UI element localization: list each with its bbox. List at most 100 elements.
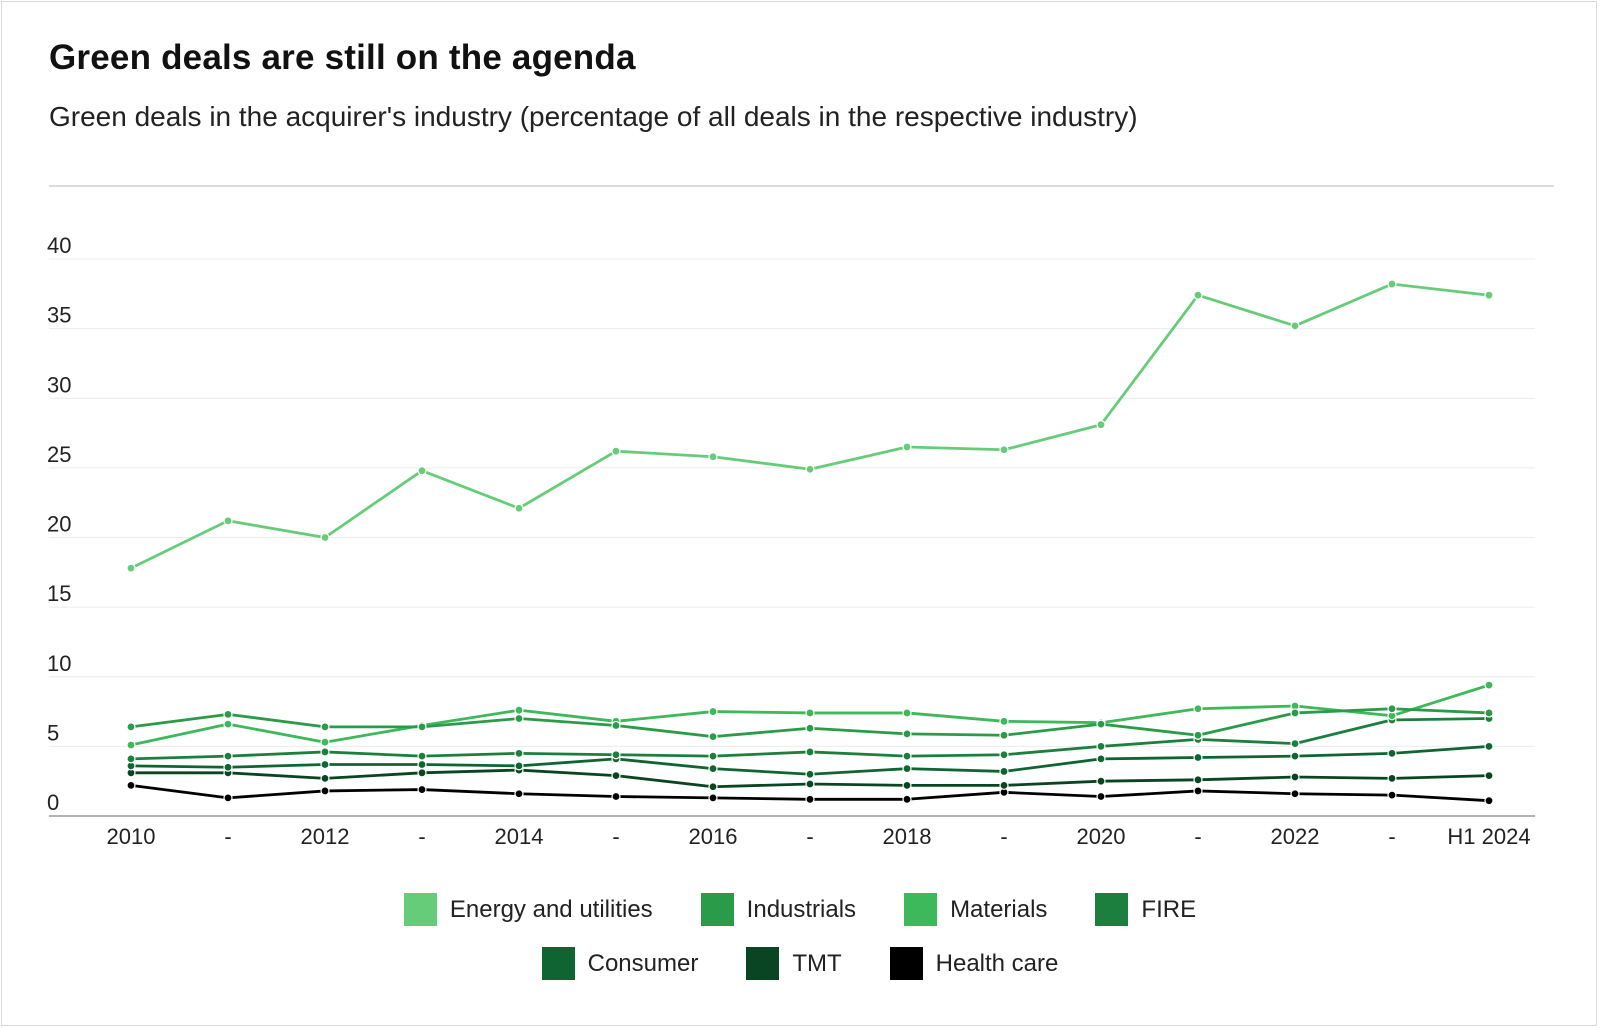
data-point-tmt (1290, 772, 1300, 782)
data-point-industrials (611, 720, 621, 731)
legend-item-tmt: TMT (746, 947, 842, 980)
x-tick-label: 2018 (883, 824, 932, 849)
data-point-fire (902, 751, 912, 761)
data-point-tmt (417, 768, 427, 778)
data-point-consumer (805, 769, 815, 779)
data-point-industrials (320, 722, 330, 732)
data-point-tmt (320, 773, 330, 784)
x-tick-label: - (806, 824, 813, 849)
chart-title: Green deals are still on the agenda (49, 38, 636, 77)
legend-item-materials: Materials (904, 893, 1047, 926)
legend-swatch (403, 893, 437, 926)
x-tick-label: 2010 (107, 824, 156, 849)
data-point-health-care (1484, 796, 1494, 806)
data-point-consumer (223, 762, 233, 772)
data-point-fire (223, 751, 233, 761)
series-energy-and-utilities (126, 279, 1494, 573)
data-point-industrials (708, 732, 718, 742)
y-tick-label: 15 (47, 581, 71, 606)
data-point-materials (708, 706, 718, 717)
data-point-industrials (1290, 708, 1300, 718)
series-fire (126, 713, 1494, 764)
legend-label: Health care (935, 949, 1059, 977)
y-tick-label: 0 (47, 790, 59, 815)
data-point-materials (805, 708, 815, 718)
legend-label: Consumer (587, 949, 699, 977)
x-tick-label: 2022 (1271, 824, 1320, 849)
data-point-health-care (1387, 790, 1397, 800)
legend-swatch (889, 947, 923, 980)
data-point-industrials (1096, 719, 1106, 729)
data-point-health-care (1290, 789, 1300, 799)
data-point-tmt (611, 771, 621, 781)
data-point-tmt (1484, 771, 1494, 781)
data-point-health-care (805, 794, 815, 804)
data-point-health-care (611, 791, 621, 802)
data-point-energy-and-utilities (417, 466, 427, 476)
data-point-consumer (1387, 748, 1397, 758)
data-point-materials (1193, 704, 1203, 714)
data-point-consumer (1290, 751, 1300, 761)
x-tick-label: - (418, 824, 425, 849)
legend-swatch (904, 893, 938, 926)
series-line-energy-and-utilities (130, 282, 1490, 570)
y-tick-label: 20 (47, 512, 71, 537)
data-point-energy-and-utilities (126, 563, 136, 573)
data-point-consumer (1193, 752, 1203, 763)
data-point-tmt (902, 780, 912, 790)
data-point-energy-and-utilities (611, 446, 621, 456)
x-tick-label: 2014 (495, 824, 544, 849)
data-point-industrials (514, 713, 524, 724)
legend-row-2: Consumer TMT Health care (0, 947, 1600, 980)
y-axis-ticks: 40 35 30 25 20 15 10 5 0 (47, 233, 71, 815)
data-point-consumer (902, 764, 912, 774)
data-point-consumer (320, 759, 330, 770)
data-point-health-care (1193, 786, 1203, 796)
data-point-energy-and-utilities (902, 442, 912, 452)
x-tick-label: 2016 (689, 824, 738, 849)
data-point-tmt (1193, 775, 1203, 785)
data-point-industrials (902, 729, 912, 739)
data-point-materials (514, 705, 524, 715)
data-point-tmt (708, 782, 718, 792)
data-point-materials (126, 740, 136, 750)
data-point-tmt (805, 779, 815, 789)
data-point-industrials (1193, 730, 1203, 740)
x-tick-label: - (224, 824, 231, 849)
data-point-consumer (1096, 754, 1106, 764)
data-point-fire (708, 751, 718, 761)
legend-swatch (700, 893, 734, 926)
series-consumer (126, 741, 1494, 779)
data-point-materials (1484, 680, 1494, 690)
data-point-fire (805, 747, 815, 757)
legend-item-health-care: Health care (889, 947, 1059, 980)
data-point-industrials (1387, 704, 1397, 714)
data-point-industrials (223, 709, 233, 719)
data-point-materials (902, 708, 912, 718)
y-tick-label: 10 (47, 651, 71, 676)
data-point-energy-and-utilities (999, 445, 1009, 455)
data-point-fire (514, 748, 524, 758)
y-tick-label: 30 (47, 372, 71, 397)
data-point-materials (999, 716, 1009, 726)
x-tick-label: - (1000, 824, 1007, 849)
data-point-energy-and-utilities (320, 532, 330, 543)
data-point-energy-and-utilities (1096, 420, 1106, 430)
data-point-industrials (417, 722, 427, 732)
data-point-industrials (805, 723, 815, 733)
legend-row-1: Energy and utilities Industrials Materials… (0, 893, 1600, 926)
data-point-energy-and-utilities (514, 503, 524, 513)
legend-label: Energy and utilities (449, 895, 653, 923)
data-point-energy-and-utilities (1387, 279, 1397, 289)
legend-swatch (1095, 893, 1129, 926)
series-health-care (126, 780, 1494, 806)
x-tick-label: - (612, 824, 619, 849)
data-point-health-care (320, 786, 330, 796)
series-industrials (126, 704, 1494, 742)
data-point-materials (320, 737, 330, 747)
data-point-health-care (1096, 791, 1106, 802)
data-point-tmt (1387, 773, 1397, 784)
data-point-consumer (708, 764, 718, 774)
legend-label: Industrials (746, 895, 857, 923)
